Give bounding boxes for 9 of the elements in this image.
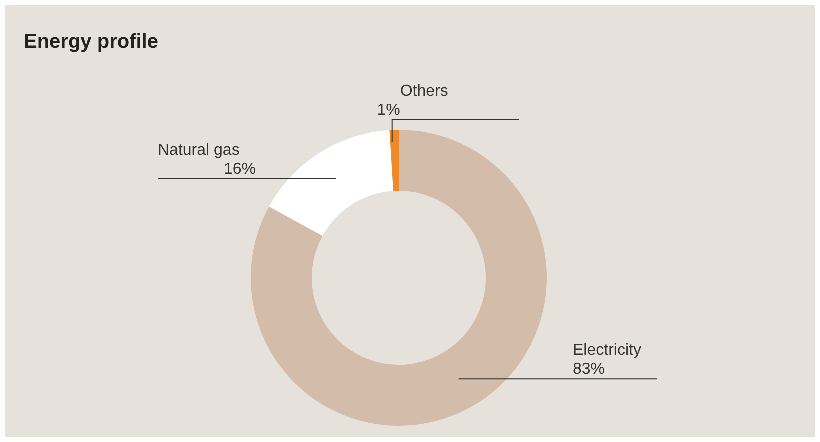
slice-label: Others bbox=[400, 83, 448, 100]
donut-slice bbox=[390, 130, 399, 192]
chart-title: Energy profile bbox=[24, 31, 158, 53]
slice-label: Natural gas bbox=[158, 142, 240, 159]
data-label: 16% bbox=[224, 160, 256, 178]
data-label: 1% bbox=[377, 102, 400, 119]
donut-slice bbox=[269, 130, 394, 236]
data-label: 83% bbox=[573, 361, 606, 378]
slice-label: Electricity bbox=[573, 342, 642, 360]
